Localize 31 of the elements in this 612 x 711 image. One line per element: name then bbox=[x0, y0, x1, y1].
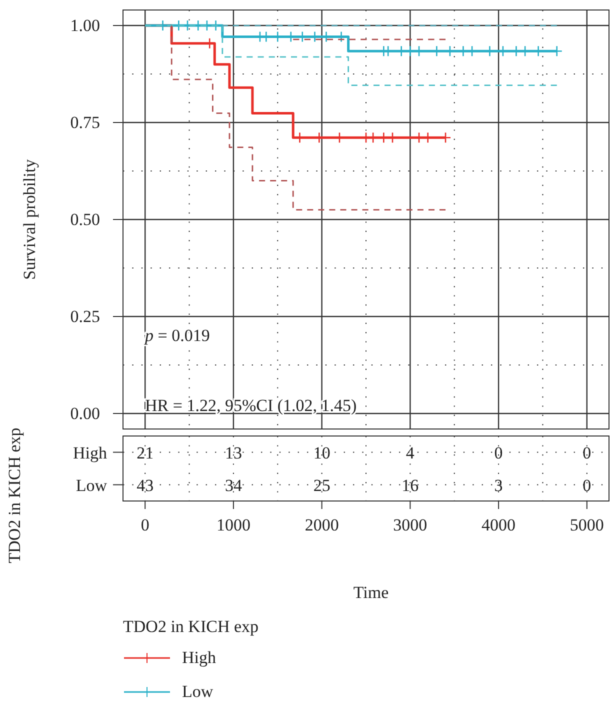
x-tick-label: 2000 bbox=[304, 516, 339, 535]
legend-label: High bbox=[182, 648, 216, 667]
x-tick-label: 4000 bbox=[482, 516, 516, 535]
data-label: 3 bbox=[494, 476, 503, 495]
data-label: 34 bbox=[224, 476, 242, 495]
x-tick-label: 0 bbox=[140, 516, 150, 535]
y-tick-label: 0.50 bbox=[70, 210, 100, 229]
legend-title: TDO2 in KICH exp bbox=[123, 617, 259, 636]
data-label: 43 bbox=[136, 476, 154, 495]
x-tick-label: 5000 bbox=[570, 516, 604, 535]
legend-label: Low bbox=[182, 682, 214, 701]
y-tick-label: 0.75 bbox=[70, 112, 100, 132]
data-label: 4 bbox=[406, 443, 415, 462]
y-tick-label: 1.00 bbox=[70, 16, 100, 35]
data-label: 16 bbox=[402, 476, 419, 495]
data-label: 0 bbox=[582, 476, 592, 495]
y-tick-label: High bbox=[73, 443, 108, 462]
x-axis-title: Time bbox=[353, 583, 389, 602]
data-label: 0 bbox=[494, 443, 503, 462]
data-label: 0 bbox=[582, 443, 592, 462]
data-label: 21 bbox=[136, 443, 154, 462]
data-label: 10 bbox=[313, 443, 330, 462]
data-label: 25 bbox=[313, 476, 330, 495]
x-tick-label: 1000 bbox=[216, 516, 250, 535]
y-axis-title: TDO2 in KICH exp bbox=[5, 428, 24, 564]
x-tick-label: 3000 bbox=[393, 516, 428, 535]
y-axis-title: Survival probility bbox=[20, 158, 39, 280]
y-tick-label: 0.25 bbox=[70, 306, 100, 326]
y-tick-label: 0.00 bbox=[70, 404, 100, 423]
y-tick-label: Low bbox=[76, 476, 108, 495]
data-label: 13 bbox=[224, 443, 242, 462]
